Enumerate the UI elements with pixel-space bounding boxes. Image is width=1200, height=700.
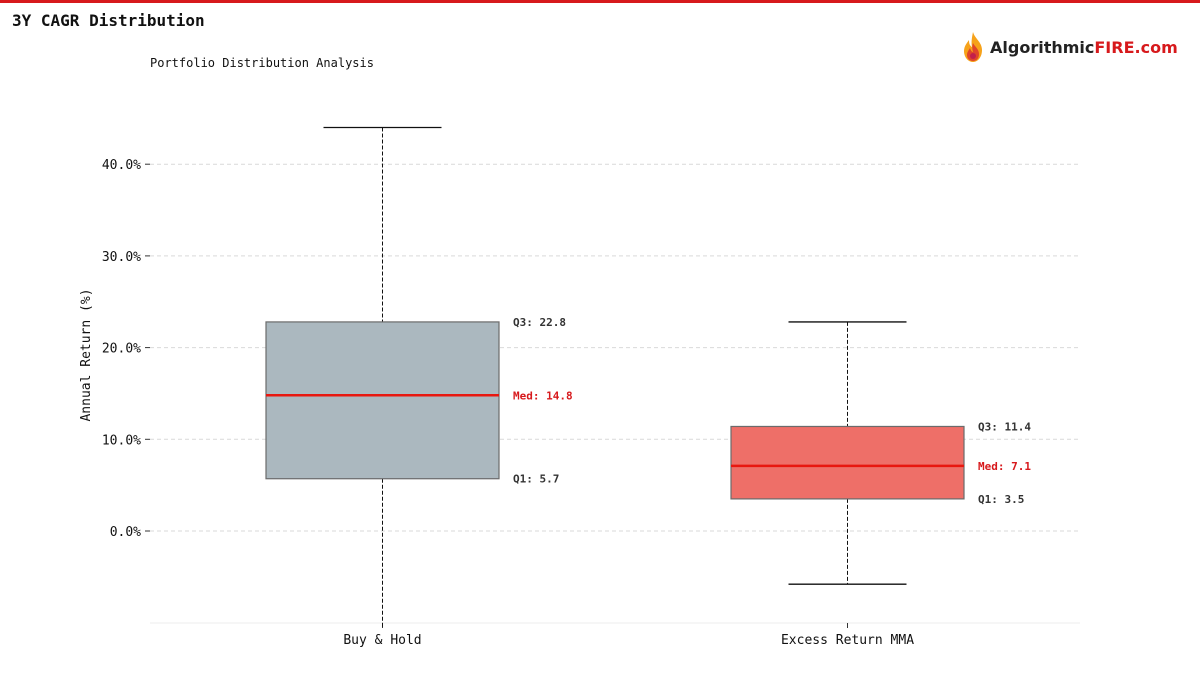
box-layer: Q3: 22.8 Med: 14.8 Q1: 5.7 Q3: 11.4 Med: 7.1… — [265, 126, 1031, 628]
axis-layer: 0.0% 10.0% 20.0% 30.0% 40.0% Buy & Hold Excess… — [102, 158, 1080, 648]
y-tick-label: 40.0% — [102, 158, 141, 173]
q3-label: Q3: 22.8 — [513, 316, 566, 329]
flame-icon — [964, 32, 982, 62]
y-tick-label: 30.0% — [102, 250, 141, 265]
x-tick-label: Excess Return MMA — [781, 633, 914, 648]
chart-subtitle: Portfolio Distribution Analysis — [150, 56, 374, 70]
y-tick-label: 20.0% — [102, 342, 141, 357]
q1-label: Q1: 3.5 — [978, 493, 1024, 506]
q1-label: Q1: 5.7 — [513, 473, 559, 486]
box-iqr — [265, 321, 500, 480]
median-label: Med: 7.1 — [978, 460, 1031, 473]
brand-logo[interactable]: AlgorithmicFIRE.com — [960, 30, 1178, 64]
q3-label: Q3: 11.4 — [978, 420, 1031, 433]
y-axis-label: Annual Return (%) — [79, 288, 94, 421]
median-label: Med: 14.8 — [513, 389, 573, 402]
logo-text-dark: Algorithmic — [990, 37, 1095, 57]
box-iqr — [730, 425, 965, 500]
page-title: 3Y CAGR Distribution — [12, 11, 205, 30]
top-accent-bar — [0, 0, 1200, 3]
logo-text-red: FIRE.com — [1094, 37, 1178, 57]
x-tick-label: Buy & Hold — [343, 633, 421, 648]
y-tick-label: 10.0% — [102, 433, 141, 448]
y-tick-label: 0.0% — [110, 525, 141, 540]
